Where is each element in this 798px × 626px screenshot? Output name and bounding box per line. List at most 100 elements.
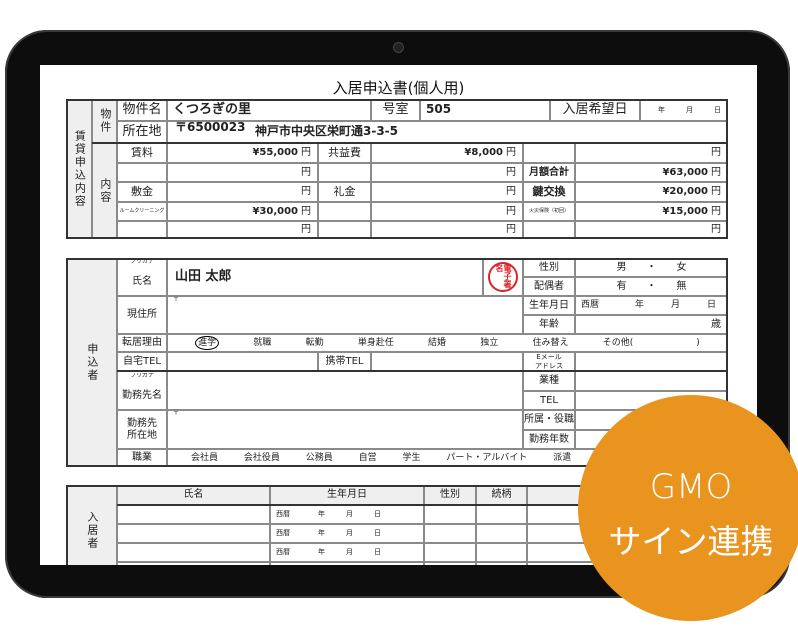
fee-value-field[interactable]: ¥8,000 円 bbox=[371, 143, 523, 163]
fee-value-field[interactable]: 円 bbox=[575, 143, 728, 163]
fee-value-field[interactable]: ¥20,000 円 bbox=[575, 182, 728, 202]
room-label: 号室 bbox=[371, 99, 420, 121]
position-label: 所属・役職 bbox=[523, 410, 575, 430]
fee-value-field[interactable]: ¥55,000 円 bbox=[167, 143, 318, 163]
name-label: 氏名 bbox=[132, 276, 152, 288]
occupation-option[interactable]: 派遣 bbox=[553, 452, 572, 463]
resident-cell[interactable]: 西暦 年 月 日 bbox=[270, 505, 424, 524]
work-tel-label: TEL bbox=[523, 391, 575, 410]
work-name-field[interactable] bbox=[167, 371, 523, 410]
yen-unit: 円 bbox=[506, 205, 516, 217]
fee-amount: ¥30,000 bbox=[252, 205, 298, 217]
spouse-label: 配偶者 bbox=[523, 277, 575, 296]
resident-cell[interactable] bbox=[476, 524, 527, 543]
mobile-tel-field[interactable] bbox=[371, 352, 523, 371]
yen-unit: 円 bbox=[711, 166, 721, 178]
move-in-date-field[interactable]: 年 月 日 bbox=[640, 99, 728, 121]
section-applicant-label: 申込者 bbox=[66, 258, 117, 467]
reason-option[interactable]: 転勤 bbox=[305, 337, 324, 348]
mobile-tel-label: 携帯TEL bbox=[318, 352, 371, 371]
contents-group-label: 内容 bbox=[92, 143, 117, 239]
property-address: 神戸市中央区栄町通3-3-5 bbox=[255, 124, 399, 139]
fee-label bbox=[523, 143, 575, 163]
resident-cell[interactable] bbox=[424, 524, 476, 543]
occupation-option[interactable]: 公務員 bbox=[305, 452, 333, 463]
work-address-field[interactable] bbox=[167, 410, 523, 449]
age-label: 年齢 bbox=[523, 315, 575, 334]
fee-value-field[interactable]: ¥30,000 円 bbox=[167, 202, 318, 221]
occupation-option[interactable]: 自営 bbox=[358, 452, 377, 463]
resident-cell[interactable]: 西暦 年 月 日 bbox=[270, 524, 424, 543]
occupation-option[interactable]: パート・アルバイト bbox=[446, 452, 528, 463]
form-title: 入居申込書(個人用) bbox=[332, 79, 465, 97]
resident-cell[interactable]: 西暦 年 月 日 bbox=[270, 562, 424, 565]
gender-options[interactable]: 男 ・ 女 bbox=[575, 258, 728, 277]
resident-cell[interactable] bbox=[117, 562, 270, 565]
reason-option[interactable]: 住み替え bbox=[532, 337, 569, 348]
yen-unit: 円 bbox=[711, 224, 721, 236]
reason-option[interactable]: 独立 bbox=[480, 337, 499, 348]
fee-value-field[interactable]: 円 bbox=[371, 182, 523, 202]
fee-value-field[interactable]: ¥63,000 円 bbox=[575, 163, 728, 182]
fee-value-field[interactable]: 円 bbox=[371, 221, 523, 239]
postal-mark: 〒 bbox=[172, 297, 179, 303]
resident-cell[interactable] bbox=[117, 524, 270, 543]
home-tel-field[interactable] bbox=[167, 352, 318, 371]
fee-amount: ¥55,000 bbox=[252, 147, 298, 159]
fee-value-field[interactable]: 円 bbox=[167, 221, 318, 239]
fee-value-field[interactable]: ¥15,000 円 bbox=[575, 202, 728, 221]
fee-label bbox=[117, 221, 167, 239]
resident-cell[interactable] bbox=[476, 505, 527, 524]
age-field[interactable]: 歳 bbox=[575, 315, 728, 334]
birth-date-field[interactable]: 西暦 年 月 日 bbox=[575, 296, 728, 315]
occupation-option[interactable]: 会社役員 bbox=[243, 452, 280, 463]
yen-unit: 円 bbox=[301, 166, 311, 178]
resident-cell[interactable] bbox=[117, 505, 270, 524]
resident-cell[interactable] bbox=[476, 562, 527, 565]
work-address-label: 勤務先 所在地 bbox=[117, 410, 167, 449]
property-name-field[interactable]: くつろぎの里 bbox=[167, 99, 371, 121]
fee-label bbox=[318, 202, 371, 221]
home-tel-label: 自宅TEL bbox=[117, 352, 167, 371]
fee-label: 月額合計 bbox=[523, 163, 575, 182]
tablet-screen: 入居申込書(個人用) 賃貸申込内容 物件 内容 物件名 くつろぎの里 号室 505 入居希望日… bbox=[40, 65, 757, 565]
fee-label: 鍵交換 bbox=[523, 182, 575, 202]
fee-amount: ¥63,000 bbox=[662, 166, 708, 178]
yen-unit: 円 bbox=[301, 205, 311, 217]
applicant-name: 山田 太郎 bbox=[175, 268, 232, 284]
email-field[interactable] bbox=[575, 352, 728, 371]
yen-unit: 円 bbox=[301, 224, 311, 236]
section-residents-label: 入居者 bbox=[66, 485, 117, 565]
section-divider bbox=[92, 142, 728, 144]
fee-value-field[interactable]: 円 bbox=[575, 221, 728, 239]
section-divider bbox=[117, 504, 728, 506]
spouse-options[interactable]: 有 ・ 無 bbox=[575, 277, 728, 296]
yen-unit: 円 bbox=[301, 147, 311, 159]
address-label: 所在地 bbox=[117, 121, 167, 143]
fee-value-field[interactable]: 円 bbox=[371, 163, 523, 182]
fee-value-field[interactable]: 円 bbox=[167, 163, 318, 182]
reason-option[interactable]: 就職 bbox=[253, 337, 272, 348]
reason-option[interactable]: 単身赴任 bbox=[357, 337, 394, 348]
resident-cell[interactable] bbox=[424, 543, 476, 562]
resident-cell[interactable]: 西暦 年 月 日 bbox=[270, 543, 424, 562]
occupation-option[interactable]: 学生 bbox=[402, 452, 421, 463]
reason-option[interactable]: 結婚 bbox=[428, 337, 447, 348]
yen-unit: 円 bbox=[711, 147, 721, 159]
resident-cell[interactable] bbox=[117, 543, 270, 562]
reason-option[interactable]: その他( ) bbox=[602, 337, 700, 348]
birth-date-label: 生年月日 bbox=[523, 296, 575, 315]
fee-value-field[interactable]: 円 bbox=[167, 182, 318, 202]
fee-amount: ¥20,000 bbox=[662, 186, 708, 198]
resident-cell[interactable] bbox=[476, 543, 527, 562]
reason-option[interactable]: 進学 bbox=[195, 335, 220, 351]
room-field[interactable]: 505 bbox=[420, 99, 550, 121]
occupation-option[interactable]: 会社員 bbox=[190, 452, 218, 463]
resident-cell[interactable] bbox=[424, 505, 476, 524]
industry-field[interactable] bbox=[575, 371, 728, 391]
fee-value-field[interactable]: 円 bbox=[371, 202, 523, 221]
move-in-date-label: 入居希望日 bbox=[550, 99, 640, 121]
current-address-field[interactable] bbox=[167, 296, 523, 334]
resident-cell[interactable] bbox=[424, 562, 476, 565]
furigana-label: フリガナ bbox=[129, 373, 154, 379]
